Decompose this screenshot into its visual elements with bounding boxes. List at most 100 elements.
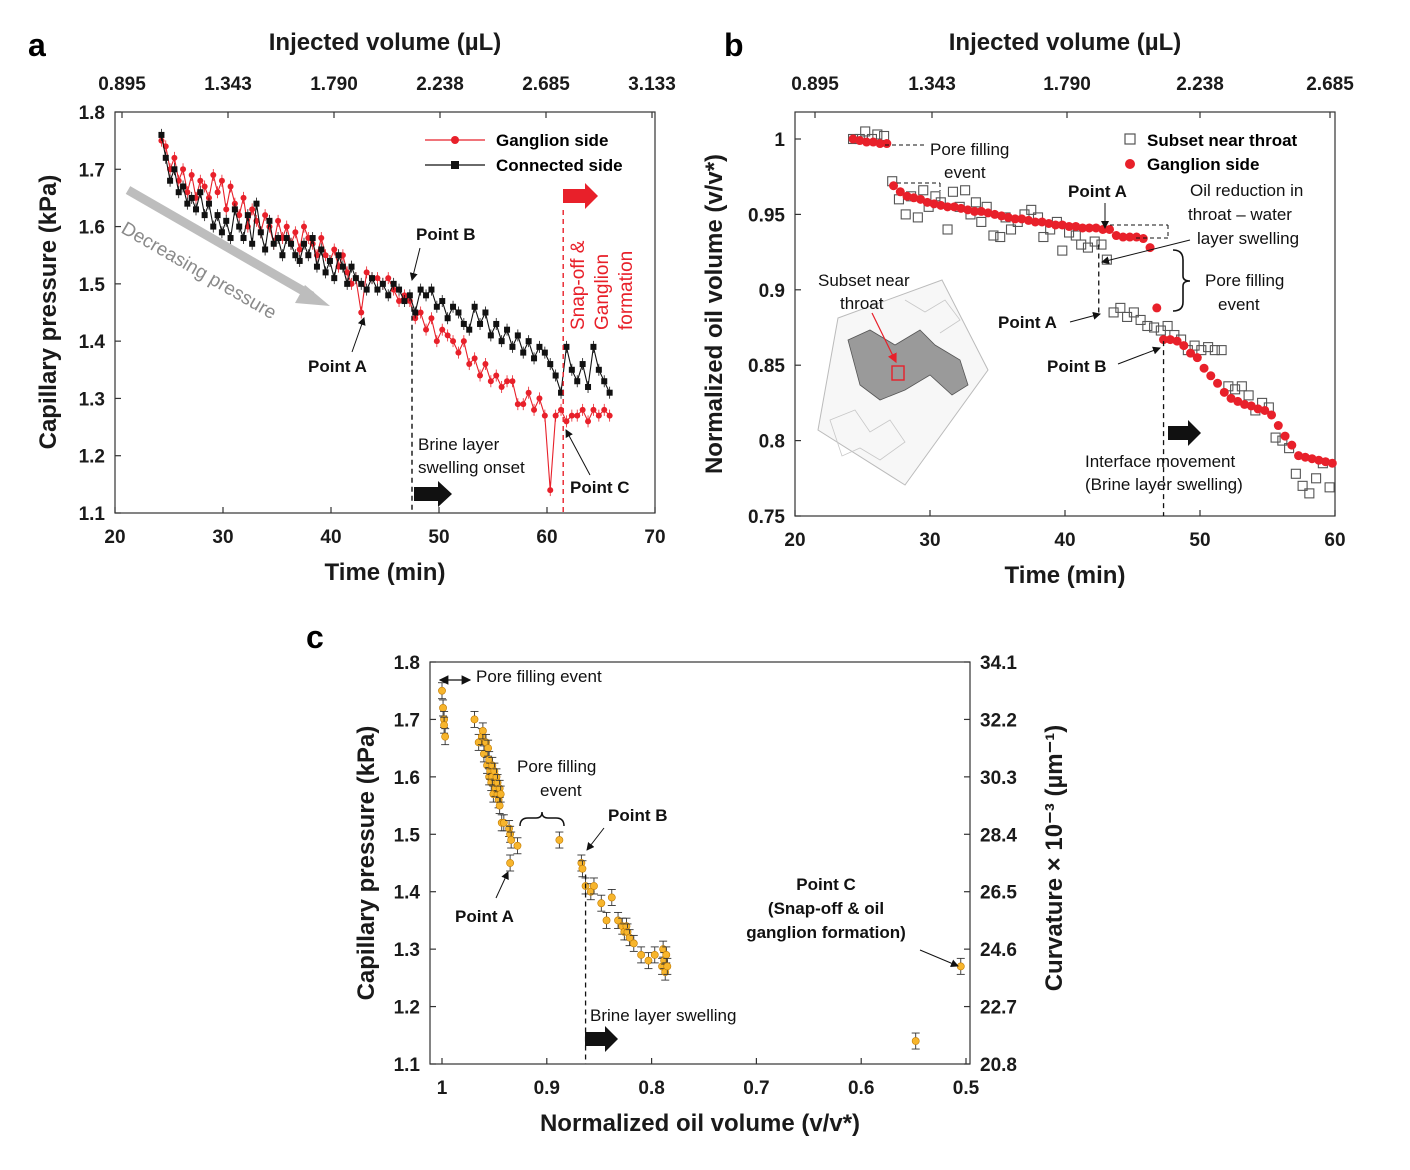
panel-a-ytick-6: 1.7 <box>79 160 105 181</box>
panel-a-point-connected <box>417 286 424 293</box>
panel-b-point-ganglion <box>1307 454 1317 464</box>
panel-b-xtick-3: 50 <box>1189 530 1210 551</box>
panel-c-ytick-4: 1.5 <box>394 825 421 846</box>
panel-a-point-ganglion <box>331 246 338 253</box>
panel-a-point-ganglion <box>322 252 329 259</box>
c-pore-filling-2: event <box>540 781 582 800</box>
panel-a-point-ganglion <box>227 183 234 190</box>
b-pore-filling-r2: event <box>1218 295 1260 314</box>
panel-b-point-ganglion <box>1017 214 1027 224</box>
panel-a-point-ganglion <box>385 275 392 282</box>
panel-c-y2tick-3: 26.5 <box>980 883 1017 904</box>
panel-b-point-subset <box>1057 245 1068 256</box>
panel-b-point-ganglion <box>936 200 946 210</box>
panel-b-point-ganglion <box>1192 353 1202 363</box>
panel-b-ytick-0: 0.75 <box>748 507 785 528</box>
panel-a-point-connected <box>590 343 597 350</box>
panel-a-x-ticks: 20 30 40 50 60 70 <box>104 507 666 548</box>
panel-b-xtick-4: 60 <box>1324 530 1345 551</box>
panel-b-point-subset <box>1082 242 1093 253</box>
panel-a-point-ganglion <box>180 166 187 173</box>
panel-c-ytick-1: 1.2 <box>394 998 420 1019</box>
panel-b-point-subset <box>930 191 941 202</box>
panel-b-point-subset <box>1076 239 1087 250</box>
panel-a-point-ganglion <box>487 378 494 385</box>
panel-letter-a: a <box>28 27 46 63</box>
panel-c-y2tick-0: 20.8 <box>980 1055 1017 1076</box>
panel-a-point-ganglion <box>283 223 290 230</box>
panel-b-point-ganglion <box>1057 220 1067 230</box>
panel-a-ytick-1: 1.2 <box>79 447 105 468</box>
panel-b-point-subset <box>1038 231 1049 243</box>
panel-a-point-ganglion <box>363 269 370 276</box>
c-point-c-2: (Snap-off & oil <box>768 899 884 918</box>
panel-a-ytick-4: 1.5 <box>79 275 106 296</box>
panel-a-point-connected <box>262 246 269 253</box>
panel-a-point-ganglion <box>574 412 581 419</box>
panel-a-point-b: Point B <box>416 225 476 244</box>
panel-a-point-connected <box>406 292 413 299</box>
panel-b-point-subset <box>1304 488 1315 499</box>
panel-a-point-ganglion <box>520 401 527 408</box>
panel-c-y2tick-5: 30.3 <box>980 768 1017 789</box>
panel-b-point-subset <box>976 216 987 227</box>
panel-a-point-ganglion <box>552 412 559 419</box>
panel-a-xtick-2: 40 <box>320 527 341 548</box>
panel-a-y-ticks: 1.1 1.2 1.3 1.4 1.5 1.6 1.7 1.8 <box>79 103 121 525</box>
panel-a-point-connected <box>279 252 286 259</box>
panel-b-point-ganglion <box>1091 223 1101 233</box>
panel-a-point-ganglion <box>563 418 570 425</box>
panel-a-point-connected <box>318 246 325 253</box>
panel-b-toptick-1: 1.343 <box>908 74 956 95</box>
panel-a-point-connected <box>249 240 256 247</box>
panel-c-point <box>478 727 487 735</box>
panel-b-point-subset <box>1026 204 1037 215</box>
panel-a-point-connected <box>509 343 516 350</box>
panel-a-point-ganglion <box>439 326 446 333</box>
panel-a-toptick-4: 2.685 <box>522 74 570 95</box>
legend-marker-subset <box>1124 133 1136 145</box>
panel-b-point-ganglion <box>970 206 980 216</box>
c-point-b: Point B <box>608 806 668 825</box>
panel-b-ytick-4: 0.95 <box>748 205 785 226</box>
panel-b-point-ganglion <box>1233 396 1243 406</box>
panel-a-point-connected <box>292 252 299 259</box>
panel-b-point-subset <box>1216 345 1227 356</box>
b-pore-filling-2: event <box>944 163 986 182</box>
c-pore-filling-brace <box>519 811 565 827</box>
b-point-a-left: Point A <box>998 313 1057 332</box>
panel-c-point <box>439 704 447 712</box>
panel-letter-b: b <box>724 27 744 63</box>
panel-b-point-ganglion <box>1287 440 1297 450</box>
panel-a-point-connected <box>374 286 381 293</box>
panel-b-point-subset <box>1135 314 1146 326</box>
panel-b-point-ganglion <box>1138 234 1148 244</box>
panel-b-point-ganglion <box>909 193 919 203</box>
panel-c-xtick-0: 1 <box>437 1078 448 1099</box>
panel-c-point <box>438 686 446 695</box>
panel-a-point-connected <box>531 355 538 362</box>
panel-a-point-connected <box>579 361 586 368</box>
panel-b-point-ganglion <box>1111 231 1121 241</box>
panel-a-point-connected <box>180 183 187 190</box>
panel-a-point-connected <box>536 343 543 350</box>
panel-b-point-ganglion <box>990 209 1000 219</box>
panel-b-point-ganglion <box>1219 387 1229 397</box>
panel-b-point-subset <box>1005 224 1017 235</box>
panel-b-point-ganglion <box>956 203 966 213</box>
panel-c-ytick-2: 1.3 <box>394 940 420 961</box>
panel-a-point-connected <box>167 177 174 184</box>
panel-a-point-ganglion <box>482 361 489 368</box>
panel-a-point-connected <box>240 235 247 242</box>
panel-a-point-ganglion <box>450 338 457 345</box>
panel-a-point-connected <box>210 223 217 230</box>
panel-c-y-ticks: 1.1 1.2 1.3 1.4 1.5 1.6 1.7 1.8 <box>394 653 436 1076</box>
panel-b-point-subset <box>1142 320 1153 332</box>
panel-a-toptick-1: 1.343 <box>204 74 252 95</box>
panel-a-point-ganglion <box>318 235 325 242</box>
panel-b-point-subset <box>1089 236 1100 247</box>
panel-b-point-ganglion <box>929 199 939 209</box>
panel-a-point-connected <box>275 235 282 242</box>
panel-b-x-axis-label: Time (min) <box>1005 562 1126 589</box>
